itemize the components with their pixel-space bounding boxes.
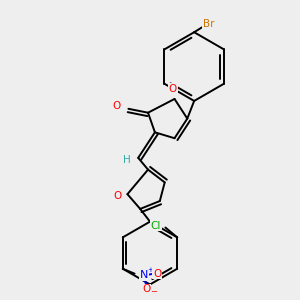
Text: +: + — [147, 267, 153, 273]
Text: O: O — [168, 84, 177, 94]
Text: −: − — [150, 287, 157, 296]
Text: H: H — [123, 155, 130, 165]
Text: O: O — [113, 191, 122, 201]
Text: Cl: Cl — [150, 220, 161, 231]
Text: O: O — [112, 101, 121, 111]
Text: Br: Br — [203, 20, 214, 29]
Text: N: N — [140, 270, 148, 280]
Text: O: O — [142, 284, 151, 294]
Text: O: O — [153, 269, 161, 279]
